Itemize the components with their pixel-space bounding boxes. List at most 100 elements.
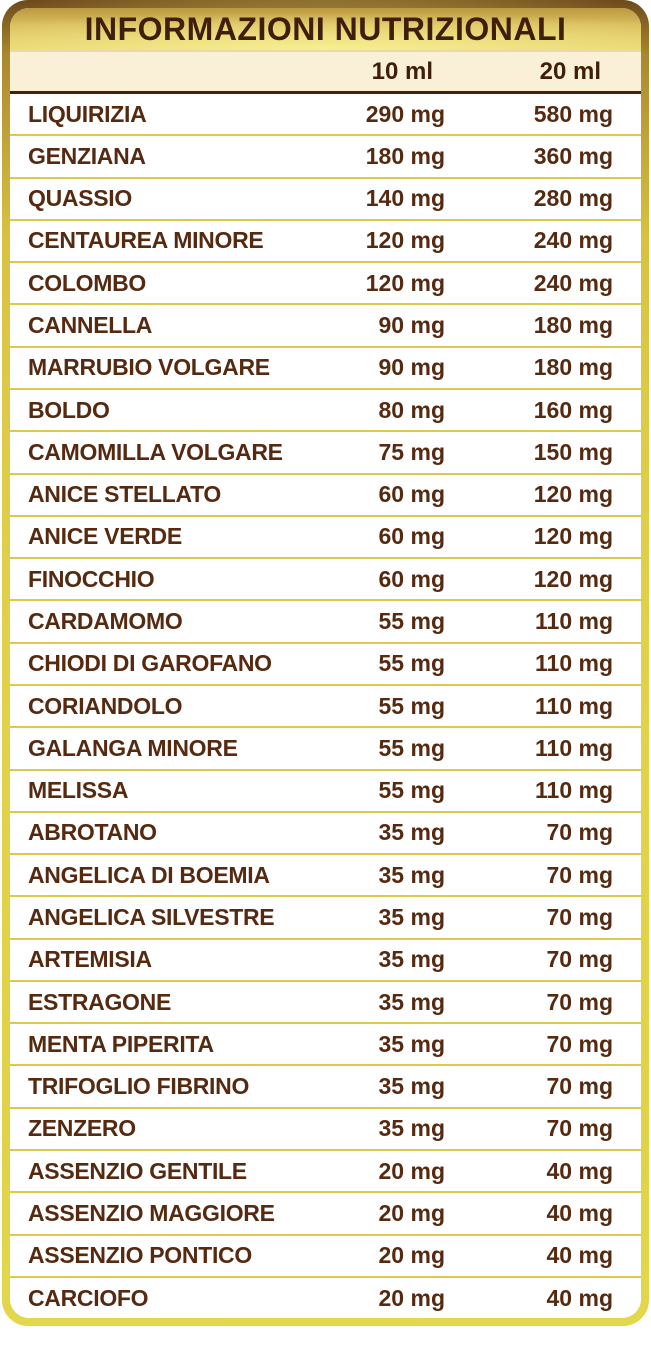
table-row: CAMOMILLA VOLGARE 75 mg 150 mg bbox=[10, 432, 641, 475]
value-20ml: 180 mg bbox=[533, 354, 613, 381]
value-10ml: 55 mg bbox=[378, 692, 445, 719]
value-20ml: 40 mg bbox=[546, 1157, 613, 1184]
table-row: ESTRAGONE 35 mg 70 mg bbox=[10, 982, 641, 1025]
table-row: CENTAUREA MINORE 120 mg 240 mg bbox=[10, 221, 641, 264]
ingredient-name: ANGELICA SILVESTRE bbox=[28, 903, 275, 930]
ingredient-name: ANICE STELLATO bbox=[28, 481, 222, 508]
value-10ml: 35 mg bbox=[378, 1073, 445, 1100]
table-row: ANICE STELLATO 60 mg 120 mg bbox=[10, 475, 641, 517]
title-band: INFORMAZIONI NUTRIZIONALI bbox=[10, 8, 641, 52]
column-header-row: 10 ml 20 ml bbox=[10, 52, 641, 94]
table-row: ANICE VERDE 60 mg 120 mg bbox=[10, 517, 641, 560]
ingredient-name: ZENZERO bbox=[28, 1115, 136, 1142]
value-10ml: 55 mg bbox=[378, 650, 445, 677]
ingredient-name: ASSENZIO MAGGIORE bbox=[28, 1199, 275, 1226]
value-20ml: 70 mg bbox=[546, 819, 613, 846]
value-20ml: 70 mg bbox=[546, 988, 613, 1015]
value-20ml: 70 mg bbox=[546, 903, 613, 930]
value-10ml: 20 mg bbox=[378, 1284, 445, 1311]
ingredient-name: ANGELICA DI BOEMIA bbox=[28, 861, 270, 888]
value-20ml: 280 mg bbox=[533, 185, 613, 212]
table-row: GALANGA MINORE 55 mg 110 mg bbox=[10, 728, 641, 771]
table-row: FINOCCHIO 60 mg 120 mg bbox=[10, 559, 641, 602]
value-20ml: 70 mg bbox=[546, 1073, 613, 1100]
table-row: BOLDO 80 mg 160 mg bbox=[10, 390, 641, 433]
table-row: TRIFOGLIO FIBRINO 35 mg 70 mg bbox=[10, 1066, 641, 1109]
value-10ml: 120 mg bbox=[365, 227, 445, 254]
value-20ml: 70 mg bbox=[546, 1030, 613, 1057]
nutrition-label-inner: INFORMAZIONI NUTRIZIONALI 10 ml 20 ml LI… bbox=[10, 8, 641, 1318]
value-10ml: 35 mg bbox=[378, 988, 445, 1015]
value-10ml: 35 mg bbox=[378, 1115, 445, 1142]
ingredient-name: CAMOMILLA VOLGARE bbox=[28, 438, 283, 465]
value-10ml: 120 mg bbox=[365, 269, 445, 296]
table-row: ANGELICA DI BOEMIA 35 mg 70 mg bbox=[10, 855, 641, 898]
value-10ml: 35 mg bbox=[378, 861, 445, 888]
ingredient-name: ASSENZIO PONTICO bbox=[28, 1242, 252, 1269]
ingredient-name: LIQUIRIZIA bbox=[28, 100, 147, 127]
table-row: ABROTANO 35 mg 70 mg bbox=[10, 813, 641, 856]
table-row: LIQUIRIZIA 290 mg 580 mg bbox=[10, 94, 641, 137]
value-20ml: 150 mg bbox=[533, 438, 613, 465]
page-title: INFORMAZIONI NUTRIZIONALI bbox=[84, 10, 567, 47]
table-row: CARCIOFO 20 mg 40 mg bbox=[10, 1278, 641, 1318]
value-10ml: 60 mg bbox=[378, 481, 445, 508]
value-10ml: 35 mg bbox=[378, 946, 445, 973]
table-row: CANNELLA 90 mg 180 mg bbox=[10, 305, 641, 348]
value-10ml: 75 mg bbox=[378, 438, 445, 465]
value-20ml: 40 mg bbox=[546, 1242, 613, 1269]
value-20ml: 160 mg bbox=[533, 396, 613, 423]
value-10ml: 20 mg bbox=[378, 1199, 445, 1226]
ingredient-name: QUASSIO bbox=[28, 185, 132, 212]
value-10ml: 180 mg bbox=[365, 142, 445, 169]
value-20ml: 70 mg bbox=[546, 861, 613, 888]
ingredient-name: MELISSA bbox=[28, 777, 129, 804]
table-row: GENZIANA 180 mg 360 mg bbox=[10, 136, 641, 179]
ingredient-name: GENZIANA bbox=[28, 142, 146, 169]
ingredient-name: CANNELLA bbox=[28, 312, 153, 339]
ingredient-name: CARCIOFO bbox=[28, 1284, 149, 1311]
value-10ml: 80 mg bbox=[378, 396, 445, 423]
value-10ml: 55 mg bbox=[378, 608, 445, 635]
value-10ml: 90 mg bbox=[378, 312, 445, 339]
value-20ml: 110 mg bbox=[535, 734, 613, 761]
value-10ml: 140 mg bbox=[365, 185, 445, 212]
table-row: ASSENZIO PONTICO 20 mg 40 mg bbox=[10, 1236, 641, 1278]
value-20ml: 110 mg bbox=[535, 650, 613, 677]
value-20ml: 110 mg bbox=[535, 692, 613, 719]
value-10ml: 35 mg bbox=[378, 819, 445, 846]
table-body: LIQUIRIZIA 290 mg 580 mg GENZIANA 180 mg… bbox=[10, 94, 641, 1318]
table-row: QUASSIO 140 mg 280 mg bbox=[10, 179, 641, 221]
value-10ml: 55 mg bbox=[378, 777, 445, 804]
value-10ml: 60 mg bbox=[378, 523, 445, 550]
table-row: ARTEMISIA 35 mg 70 mg bbox=[10, 940, 641, 982]
ingredient-name: TRIFOGLIO FIBRINO bbox=[28, 1073, 250, 1100]
value-20ml: 40 mg bbox=[546, 1284, 613, 1311]
ingredient-name: ESTRAGONE bbox=[28, 988, 171, 1015]
ingredient-name: BOLDO bbox=[28, 396, 110, 423]
value-20ml: 70 mg bbox=[546, 1115, 613, 1142]
value-10ml: 290 mg bbox=[365, 100, 445, 127]
table-row: ASSENZIO GENTILE 20 mg 40 mg bbox=[10, 1151, 641, 1194]
table-row: ZENZERO 35 mg 70 mg bbox=[10, 1109, 641, 1152]
value-20ml: 110 mg bbox=[535, 777, 613, 804]
value-10ml: 55 mg bbox=[378, 734, 445, 761]
value-10ml: 35 mg bbox=[378, 903, 445, 930]
nutrition-label-card: INFORMAZIONI NUTRIZIONALI 10 ml 20 ml LI… bbox=[2, 0, 649, 1326]
ingredient-name: CARDAMOMO bbox=[28, 608, 183, 635]
value-20ml: 120 mg bbox=[533, 565, 613, 592]
ingredient-name: ANICE VERDE bbox=[28, 523, 182, 550]
value-20ml: 360 mg bbox=[533, 142, 613, 169]
table-row: CARDAMOMO 55 mg 110 mg bbox=[10, 601, 641, 644]
ingredient-name: MARRUBIO VOLGARE bbox=[28, 354, 270, 381]
value-10ml: 20 mg bbox=[378, 1157, 445, 1184]
table-row: MELISSA 55 mg 110 mg bbox=[10, 771, 641, 813]
value-20ml: 110 mg bbox=[535, 608, 613, 635]
ingredient-name: CHIODI DI GAROFANO bbox=[28, 650, 272, 677]
ingredient-name: ABROTANO bbox=[28, 819, 157, 846]
value-20ml: 180 mg bbox=[533, 312, 613, 339]
value-20ml: 120 mg bbox=[533, 481, 613, 508]
table-row: ASSENZIO MAGGIORE 20 mg 40 mg bbox=[10, 1193, 641, 1236]
value-20ml: 580 mg bbox=[533, 100, 613, 127]
table-row: CORIANDOLO 55 mg 110 mg bbox=[10, 686, 641, 729]
